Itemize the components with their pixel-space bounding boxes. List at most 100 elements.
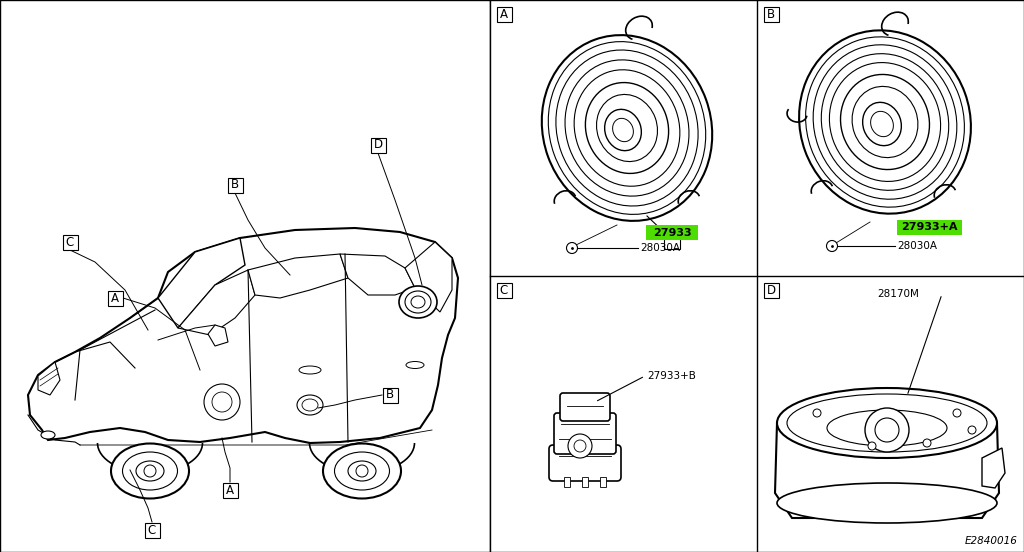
Circle shape xyxy=(813,409,821,417)
Ellipse shape xyxy=(548,41,706,214)
Text: D: D xyxy=(374,139,383,151)
FancyBboxPatch shape xyxy=(764,283,778,298)
Ellipse shape xyxy=(777,483,997,523)
Text: C: C xyxy=(500,284,508,296)
Circle shape xyxy=(868,442,876,450)
Bar xyxy=(897,220,962,235)
Ellipse shape xyxy=(586,83,669,173)
Ellipse shape xyxy=(827,410,947,446)
Ellipse shape xyxy=(777,388,997,458)
Text: 28030A: 28030A xyxy=(897,241,937,251)
Polygon shape xyxy=(982,448,1005,488)
Bar xyxy=(564,477,570,487)
Ellipse shape xyxy=(111,443,189,498)
Circle shape xyxy=(144,465,156,477)
Polygon shape xyxy=(38,362,60,395)
Ellipse shape xyxy=(556,50,698,206)
FancyBboxPatch shape xyxy=(62,235,78,250)
Text: 27933+A: 27933+A xyxy=(901,222,957,232)
Polygon shape xyxy=(248,254,348,298)
Bar xyxy=(646,225,698,240)
Bar xyxy=(0,0,490,552)
Ellipse shape xyxy=(406,362,424,369)
Circle shape xyxy=(356,465,368,477)
Ellipse shape xyxy=(604,109,641,151)
Ellipse shape xyxy=(806,37,965,207)
Circle shape xyxy=(566,242,578,253)
Ellipse shape xyxy=(123,452,177,490)
Ellipse shape xyxy=(399,286,437,318)
Circle shape xyxy=(826,241,838,252)
Bar xyxy=(664,237,680,249)
FancyBboxPatch shape xyxy=(549,445,621,481)
FancyBboxPatch shape xyxy=(144,523,160,538)
Ellipse shape xyxy=(787,394,987,452)
Circle shape xyxy=(568,434,592,458)
Ellipse shape xyxy=(302,399,318,411)
Ellipse shape xyxy=(813,45,956,199)
Polygon shape xyxy=(775,423,999,518)
FancyBboxPatch shape xyxy=(497,7,512,22)
Ellipse shape xyxy=(612,118,634,142)
FancyBboxPatch shape xyxy=(108,290,123,305)
FancyBboxPatch shape xyxy=(383,388,397,402)
Text: A: A xyxy=(226,484,234,496)
Text: C: C xyxy=(147,523,156,537)
Ellipse shape xyxy=(348,461,376,481)
Text: B: B xyxy=(767,8,775,20)
Polygon shape xyxy=(208,325,228,346)
Ellipse shape xyxy=(406,291,431,313)
Circle shape xyxy=(874,418,899,442)
Text: 27933: 27933 xyxy=(652,227,691,237)
Polygon shape xyxy=(178,270,255,335)
Ellipse shape xyxy=(411,296,425,308)
FancyBboxPatch shape xyxy=(764,7,778,22)
Bar xyxy=(600,477,606,487)
Ellipse shape xyxy=(323,443,401,498)
Bar xyxy=(490,0,1024,552)
FancyBboxPatch shape xyxy=(371,137,385,152)
Circle shape xyxy=(574,440,586,452)
Ellipse shape xyxy=(852,87,918,158)
Ellipse shape xyxy=(41,431,55,439)
Ellipse shape xyxy=(841,75,930,169)
FancyBboxPatch shape xyxy=(497,283,512,298)
Ellipse shape xyxy=(136,461,164,481)
Ellipse shape xyxy=(821,54,948,190)
Text: A: A xyxy=(111,291,119,305)
Ellipse shape xyxy=(597,94,657,162)
Ellipse shape xyxy=(862,102,901,146)
Ellipse shape xyxy=(829,62,941,182)
Circle shape xyxy=(968,426,976,434)
Text: 27933+B: 27933+B xyxy=(647,371,696,381)
Ellipse shape xyxy=(799,30,971,214)
Bar xyxy=(582,477,588,487)
Text: 28170M: 28170M xyxy=(877,289,919,299)
Text: A: A xyxy=(500,8,508,20)
FancyBboxPatch shape xyxy=(554,413,616,454)
Circle shape xyxy=(923,439,931,447)
FancyBboxPatch shape xyxy=(560,393,610,421)
Polygon shape xyxy=(28,228,458,443)
Text: E2840016: E2840016 xyxy=(966,536,1018,546)
Circle shape xyxy=(953,409,961,417)
Ellipse shape xyxy=(297,395,323,415)
FancyBboxPatch shape xyxy=(227,178,243,193)
Ellipse shape xyxy=(542,35,713,221)
Polygon shape xyxy=(406,242,452,312)
Ellipse shape xyxy=(870,112,893,137)
Polygon shape xyxy=(340,254,415,295)
Text: 28030A: 28030A xyxy=(640,243,680,253)
Ellipse shape xyxy=(574,70,680,186)
Text: B: B xyxy=(231,178,239,192)
Text: B: B xyxy=(386,389,394,401)
Circle shape xyxy=(212,392,232,412)
Circle shape xyxy=(204,384,240,420)
Ellipse shape xyxy=(565,60,689,196)
Text: D: D xyxy=(766,284,775,296)
Polygon shape xyxy=(158,238,245,328)
Text: C: C xyxy=(66,236,74,248)
FancyBboxPatch shape xyxy=(222,482,238,497)
Ellipse shape xyxy=(335,452,389,490)
Ellipse shape xyxy=(299,366,321,374)
